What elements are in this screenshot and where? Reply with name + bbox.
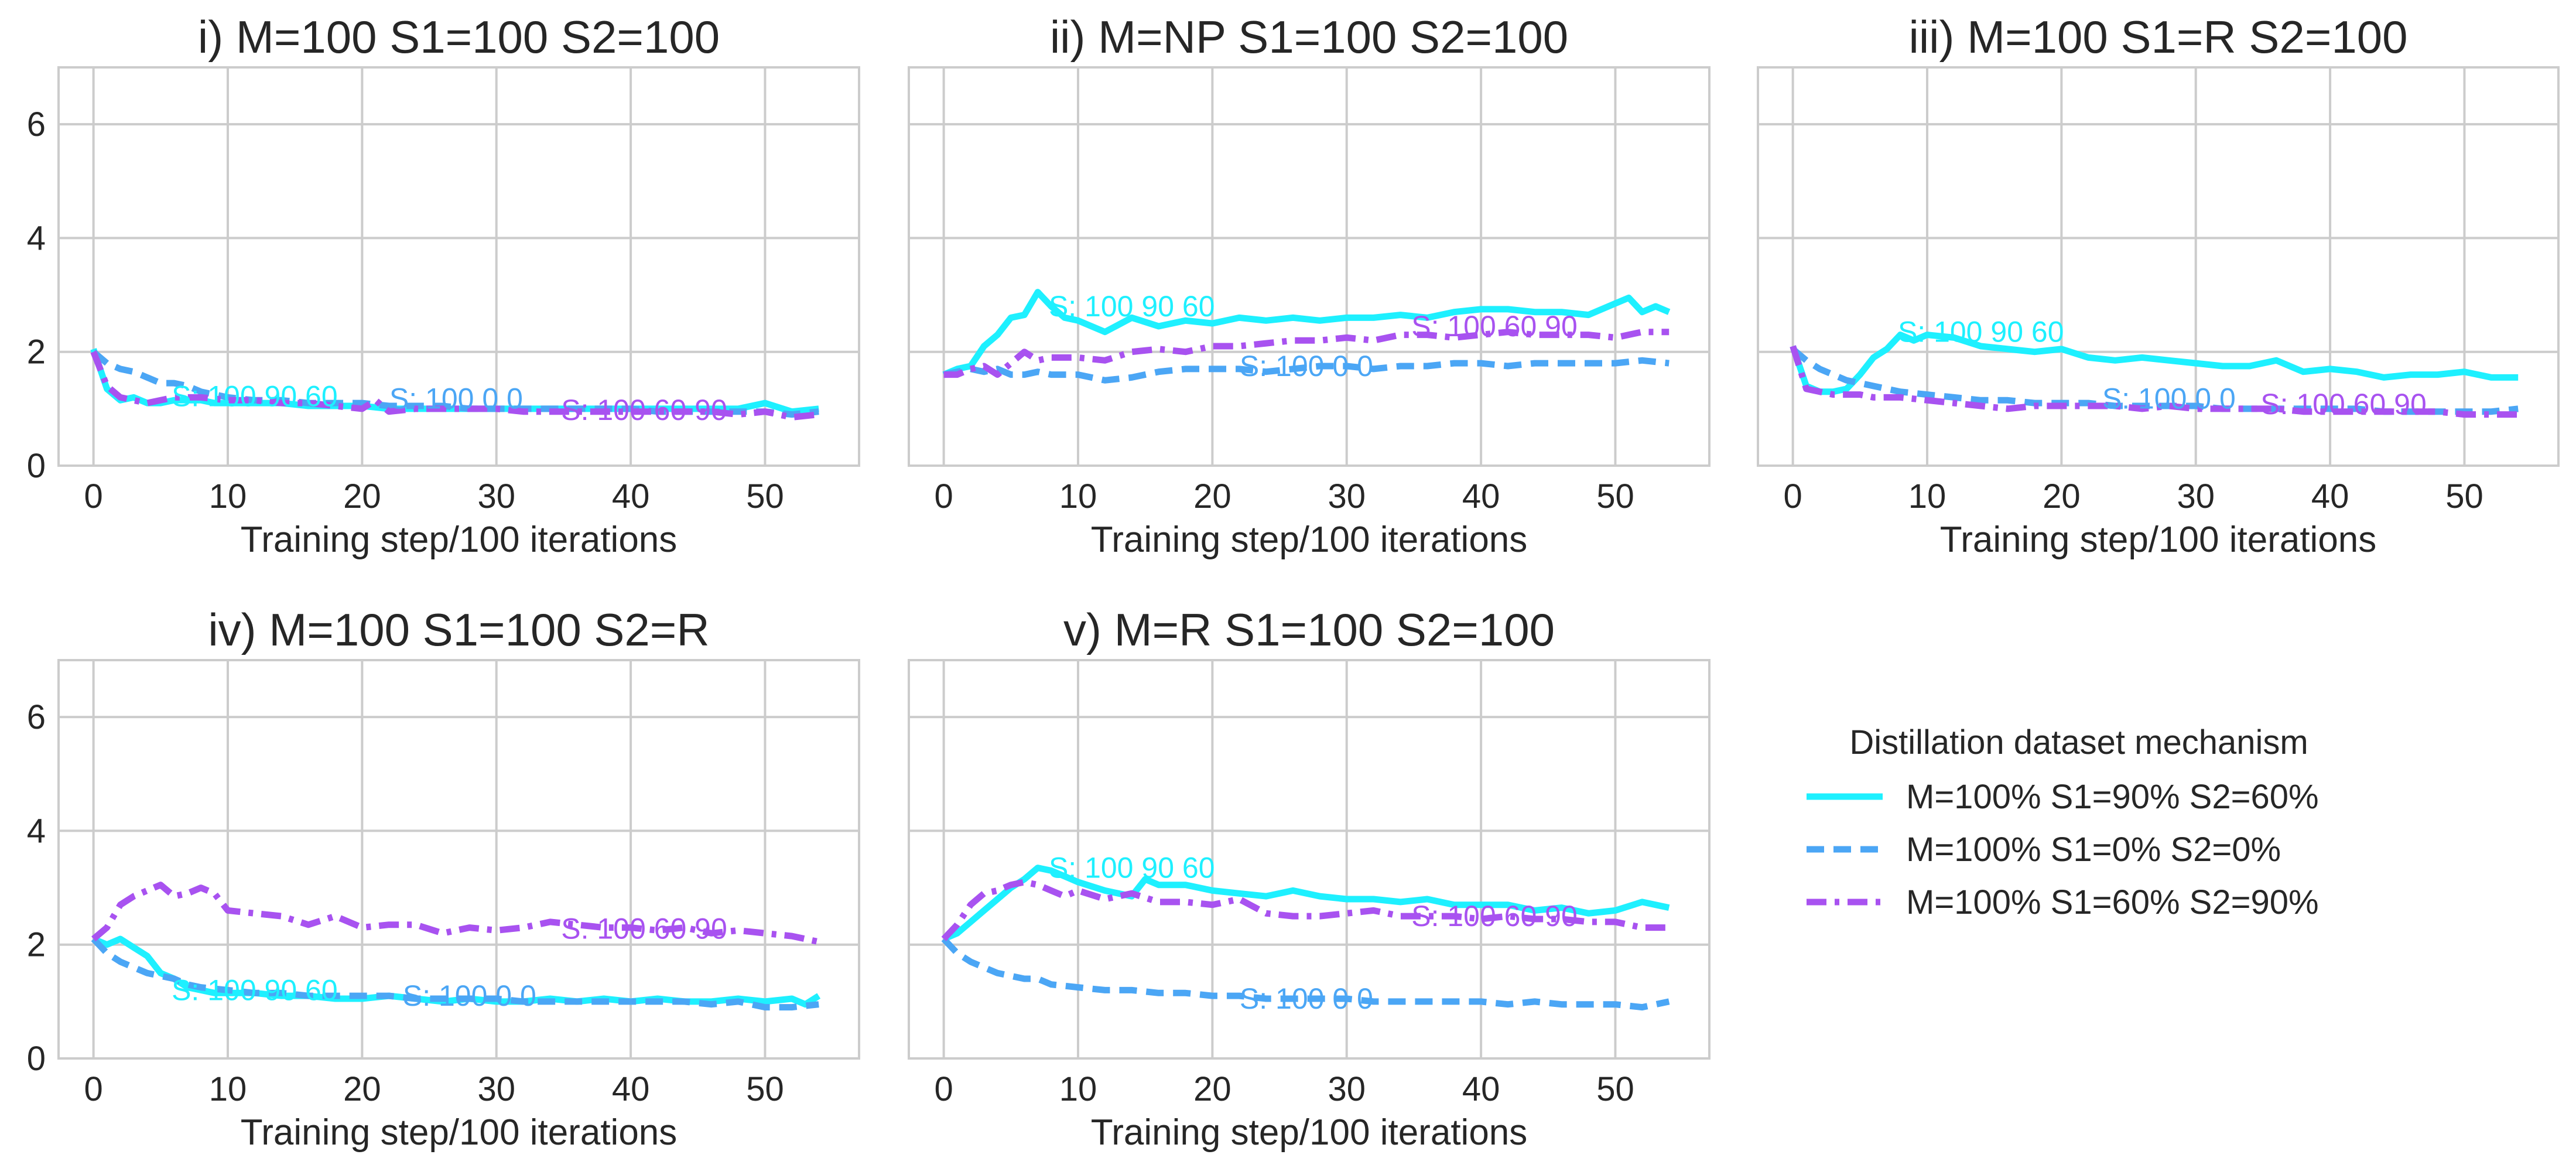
chart-panel-2: S: 100 90 60 S: 100 0 0 S: 100 60 90 0 10 20 3… [908,11,1711,560]
x-tick-label: 20 [2043,477,2081,515]
y-tick-label: 4 [27,812,46,850]
series-annotation: S: 100 0 0 [1240,982,1373,1015]
chart-title: v) M=R S1=100 S2=100 [1063,604,1555,655]
y-tick-label: 2 [27,926,46,964]
x-axis-label: Training step/100 iterations [1091,520,1528,560]
x-tick-label: 30 [1328,477,1366,515]
x-tick-label: 50 [746,1070,784,1108]
plot-frame [57,66,860,467]
y-tick-label: 6 [27,105,46,144]
legend-label-3: M=100% S1=60% S2=90% [1906,883,2319,921]
series-annotation: S: 100 0 0 [1240,350,1373,382]
series-line-3 [91,882,820,945]
y-tick-label: 6 [27,698,46,736]
series-line-2 [941,937,1670,1011]
legend-label-1: M=100% S1=90% S2=60% [1906,778,2319,816]
plot-frame [1757,66,2560,467]
x-tick-label: 40 [1462,1070,1500,1108]
series-annotation: S: 100 60 90 [1411,310,1578,343]
x-tick-label: 50 [2445,477,2483,515]
x-axis-label: Training step/100 iterations [241,1112,678,1153]
series-annotation: S: 100 90 60 [1049,290,1215,323]
series-line-3 [90,350,819,421]
series-annotation: S: 100 90 60 [172,974,338,1006]
series-annotation: S: 100 60 90 [561,394,727,426]
plot-frame [57,659,860,1060]
x-axis-label: Training step/100 iterations [241,520,678,560]
x-tick-label: 0 [935,1070,953,1108]
x-tick-label: 20 [343,477,381,515]
series-line-2 [943,357,1670,384]
chart-panel-1: S: 100 90 60 S: 100 0 0 S: 100 60 900 10 20 3… [27,11,860,560]
series-line-1 [1790,332,2519,395]
y-tick-label: 2 [27,333,46,371]
chart-panel-5: S: 100 90 60 S: 100 0 0 S: 100 60 90 0 10 20 3… [908,604,1711,1153]
x-tick-label: 20 [1193,477,1231,515]
plot-frame [908,66,1711,467]
chart-title: ii) M=NP S1=100 S2=100 [1050,11,1568,63]
series-annotation: S: 100 0 0 [2102,382,2236,415]
x-tick-label: 10 [209,1070,247,1108]
chart-title: iv) M=100 S1=100 S2=R [208,604,709,655]
chart-panel-4: S: 100 90 60 S: 100 0 0S: 100 60 900 10 20 3… [27,604,860,1153]
legend: Distillation dataset mechanism M=100% S1=… [1807,723,2319,921]
x-tick-label: 40 [612,1070,650,1108]
x-tick-label: 50 [1596,1070,1634,1108]
series-annotation: S: 100 0 0 [403,979,536,1012]
chart-title: i) M=100 S1=100 S2=100 [198,11,720,63]
series-line-3 [941,879,1670,941]
y-tick-label: 4 [27,219,46,257]
x-tick-label: 40 [612,477,650,515]
x-tick-label: 50 [746,477,784,515]
x-tick-label: 40 [2311,477,2349,515]
x-tick-label: 0 [935,477,953,515]
series-annotation: S: 100 0 0 [389,382,523,415]
x-tick-label: 30 [2177,477,2215,515]
x-axis-label: Training step/100 iterations [1940,520,2377,560]
series-line-3 [943,329,1670,378]
legend-title: Distillation dataset mechanism [1849,723,2308,761]
x-tick-label: 30 [477,477,515,515]
x-tick-label: 0 [84,1070,103,1108]
x-tick-label: 10 [209,477,247,515]
series-annotation: S: 100 60 90 [561,913,727,945]
x-tick-label: 30 [477,1070,515,1108]
x-tick-label: 20 [343,1070,381,1108]
series-line-2 [91,937,819,1011]
x-axis-label: Training step/100 iterations [1091,1112,1528,1153]
series-annotation: S: 100 90 60 [1898,316,2064,349]
series-annotation: S: 100 60 90 [1411,900,1578,933]
x-tick-label: 30 [1328,1070,1366,1108]
y-tick-label: 0 [27,447,46,485]
x-tick-label: 10 [1059,477,1097,515]
x-tick-label: 20 [1193,1070,1231,1108]
series-line-1 [942,289,1671,378]
series-line-3 [1790,345,2519,418]
plot-frame [908,659,1711,1060]
series-annotation: S: 100 90 60 [1049,852,1215,884]
chart-panel-3: S: 100 90 60 S: 100 0 0 S: 100 60 90 0 10 20 3… [1757,11,2560,560]
x-tick-label: 40 [1462,477,1500,515]
chart-title: iii) M=100 S1=R S2=100 [1908,11,2407,63]
x-tick-label: 50 [1596,477,1634,515]
series-annotation: S: 100 60 90 [2260,388,2427,421]
series-annotation: S: 100 90 60 [172,380,338,412]
x-tick-label: 10 [1059,1070,1097,1108]
x-tick-label: 0 [1784,477,1802,515]
x-tick-label: 10 [1908,477,1946,515]
x-tick-label: 0 [84,477,103,515]
y-tick-label: 0 [27,1040,46,1078]
legend-label-2: M=100% S1=0% S2=0% [1906,831,2281,869]
